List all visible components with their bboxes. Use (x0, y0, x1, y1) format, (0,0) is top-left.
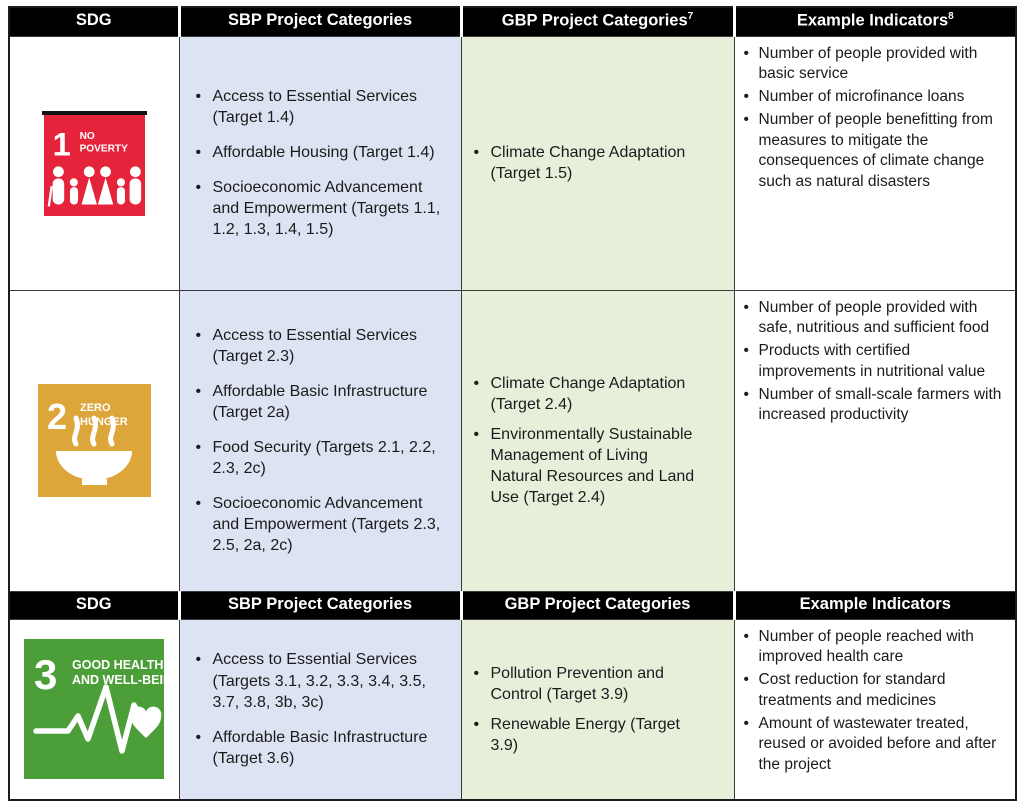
heartbeat-pictogram (33, 684, 162, 754)
family-pictogram (47, 165, 141, 207)
header-row-primary: SDG SBP Project Categories GBP Project C… (9, 7, 1016, 36)
sdg2-label-line2: HUNGER (80, 416, 128, 428)
sdg3-label-line1: GOOD HEALTH (72, 658, 163, 672)
footnote-8-marker: 8 (948, 11, 954, 22)
list-item: Environmentally Sustainable Management o… (474, 424, 704, 508)
sdg-1-no-poverty-icon: 1 NO POVERTY (41, 110, 147, 216)
sdg3-number: 3 (34, 651, 57, 698)
list-item: Affordable Housing (Target 1.4) (196, 142, 449, 163)
table-row-sdg2: 2 ZERO HUNGER Access to Essential Se (8, 289, 1017, 592)
list-item: Renewable Energy (Target 3.9) (474, 714, 704, 756)
list-item: Access to Essential Services (Target 1.4… (196, 86, 449, 128)
header-indicators: Example Indicators8 (732, 7, 1016, 36)
header-sdg: SDG (9, 7, 179, 36)
header-sbp: SBP Project Categories (177, 7, 461, 36)
sdg1-sbp-cell: Access to Essential Services (Target 1.4… (178, 35, 462, 291)
sdg2-sbp-cell: Access to Essential Services (Target 2.3… (178, 289, 462, 592)
list-item: Affordable Basic Infrastructure (Target … (196, 381, 449, 423)
sdg3-cell: 3 GOOD HEALTH AND WELL-BEING (8, 618, 180, 801)
header2-sdg-label: SDG (75, 594, 112, 613)
bowl-pictogram (55, 415, 132, 485)
sdg2-number: 2 (47, 396, 67, 437)
sdg2-indicators-cell: Number of people provided with safe, nut… (733, 289, 1017, 592)
list-item: Climate Change Adaptation (Target 1.5) (474, 142, 704, 184)
table-row-sdg1: 1 NO POVERTY (8, 35, 1017, 291)
header2-indicators-label: Example Indicators (799, 594, 951, 613)
sdg1-gbp-cell: Climate Change Adaptation (Target 1.5) (460, 35, 735, 291)
list-item: Number of small-scale farmers with incre… (744, 385, 1010, 427)
sdg-mapping-table-wrapper: SDG SBP Project Categories GBP Project C… (8, 6, 1017, 801)
sdg3-label-line2: AND WELL-BEING (72, 673, 164, 687)
list-item: Affordable Basic Infrastructure (Target … (196, 727, 449, 769)
list-item: Cost reduction for standard treatments a… (744, 670, 1010, 712)
sdg1-label-line2: POVERTY (79, 143, 128, 154)
sdg2-cell: 2 ZERO HUNGER (8, 289, 180, 592)
sdg3-indicators-cell: Number of people reached with improved h… (733, 618, 1017, 801)
header-gbp-label: GBP Project Categories (501, 11, 688, 30)
header-row-secondary: SDG SBP Project Categories GBP Project C… (9, 591, 1016, 619)
sdg1-number: 1 (52, 125, 70, 162)
header2-gbp: GBP Project Categories (459, 591, 734, 619)
list-item: Climate Change Adaptation (Target 2.4) (474, 373, 704, 415)
list-item: Socioeconomic Advancement and Empowermen… (196, 493, 449, 556)
header2-gbp-label: GBP Project Categories (504, 594, 691, 613)
sdg3-gbp-cell: Pollution Prevention and Control (Target… (460, 618, 735, 801)
header-sbp-label: SBP Project Categories (227, 11, 412, 30)
list-item: Access to Essential Services (Target 2.3… (196, 325, 449, 367)
header2-indicators: Example Indicators (732, 591, 1016, 619)
sdg-mapping-table: SDG SBP Project Categories GBP Project C… (8, 6, 1017, 801)
sdg1-label-line1: NO (79, 131, 94, 142)
list-item: Number of microfinance loans (744, 87, 1010, 108)
sdg2-label-line1: ZERO (80, 402, 111, 414)
list-item: Food Security (Targets 2.1, 2.2, 2.3, 2c… (196, 437, 449, 479)
sdg3-sbp-cell: Access to Essential Services (Targets 3.… (178, 618, 462, 801)
header-indicators-label: Example Indicators (796, 11, 949, 30)
sdg-2-zero-hunger-icon: 2 ZERO HUNGER (37, 384, 151, 497)
sdg-3-good-health-icon: 3 GOOD HEALTH AND WELL-BEING (24, 639, 165, 780)
list-item: Access to Essential Services (Targets 3.… (196, 649, 449, 712)
list-item: Number of people benefitting from measur… (744, 110, 1010, 193)
list-item: Number of people provided with safe, nut… (744, 298, 1010, 340)
header-sdg-label: SDG (75, 11, 112, 30)
header2-sbp-label: SBP Project Categories (227, 594, 412, 613)
sdg1-cell: 1 NO POVERTY (8, 35, 180, 291)
header2-sdg: SDG (9, 591, 179, 619)
header-gbp: GBP Project Categories7 (459, 7, 734, 36)
footnote-7-marker: 7 (687, 11, 694, 22)
list-item: Amount of wastewater treated, reused or … (744, 714, 1010, 776)
list-item: Products with certified improvements in … (744, 341, 1010, 383)
header2-sbp: SBP Project Categories (177, 591, 461, 619)
sdg2-gbp-cell: Climate Change Adaptation (Target 2.4) E… (460, 289, 735, 592)
sdg1-indicators-cell: Number of people provided with basic ser… (733, 35, 1017, 291)
list-item: Number of people reached with improved h… (744, 627, 1010, 669)
list-item: Number of people provided with basic ser… (744, 44, 1010, 86)
list-item: Socioeconomic Advancement and Empowermen… (196, 177, 449, 240)
list-item: Pollution Prevention and Control (Target… (474, 663, 704, 705)
table-row-sdg3: 3 GOOD HEALTH AND WELL-BEING Access to E… (8, 618, 1017, 801)
